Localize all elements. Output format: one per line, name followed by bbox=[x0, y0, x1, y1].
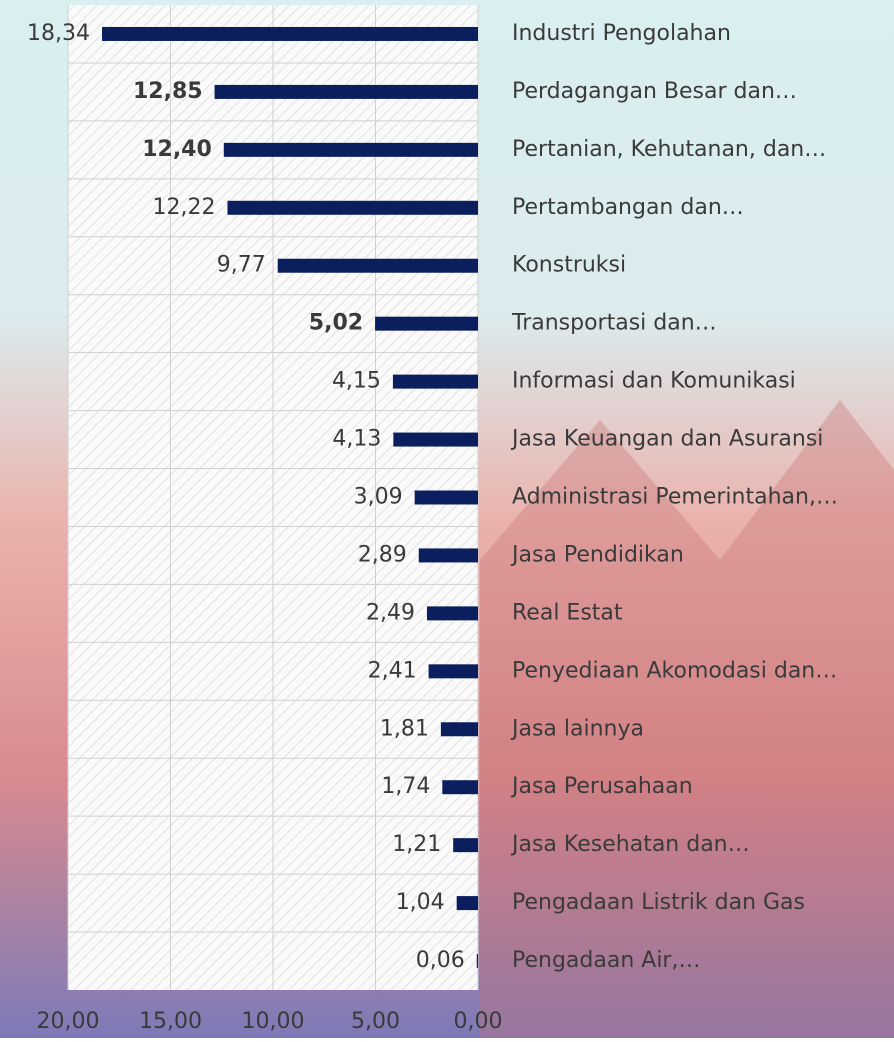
value-label: 4,15 bbox=[332, 369, 381, 394]
value-label: 1,81 bbox=[380, 716, 429, 741]
category-label: Perdagangan Besar dan… bbox=[512, 79, 797, 104]
category-label: Informasi dan Komunikasi bbox=[512, 369, 796, 394]
category-label: Jasa lainnya bbox=[510, 716, 644, 741]
bar bbox=[427, 606, 478, 620]
value-label: 9,77 bbox=[217, 253, 266, 278]
bar bbox=[415, 491, 478, 505]
value-label: 18,34 bbox=[27, 21, 90, 46]
bar bbox=[393, 433, 478, 447]
category-label: Konstruksi bbox=[512, 253, 626, 278]
bar bbox=[227, 201, 478, 215]
bar bbox=[393, 375, 478, 389]
bar bbox=[278, 259, 478, 273]
chart: 20,00 15,00 10,00 5,00 0,00 18,34 Industri Pen… bbox=[0, 0, 894, 1038]
bar bbox=[477, 954, 478, 968]
value-label: 4,13 bbox=[332, 427, 381, 452]
x-tick-label: 15,00 bbox=[139, 1009, 202, 1034]
value-label: 1,04 bbox=[396, 890, 445, 915]
category-label: Pertambangan dan… bbox=[512, 195, 744, 220]
value-label: 3,09 bbox=[354, 485, 403, 510]
category-label: Real Estat bbox=[512, 600, 623, 625]
x-tick-label: 0,00 bbox=[454, 1009, 503, 1034]
bar bbox=[102, 27, 478, 41]
value-label: 12,85 bbox=[133, 79, 203, 104]
category-label: Jasa Keuangan dan Asuransi bbox=[510, 427, 823, 452]
bar bbox=[375, 317, 478, 331]
category-label: Pengadaan Listrik dan Gas bbox=[512, 890, 805, 915]
value-label: 5,02 bbox=[309, 311, 363, 336]
bar bbox=[441, 722, 478, 736]
category-label: Administrasi Pemerintahan,… bbox=[512, 485, 838, 510]
category-label: Penyediaan Akomodasi dan… bbox=[512, 658, 837, 683]
bar bbox=[224, 143, 478, 157]
category-label: Jasa Kesehatan dan… bbox=[510, 832, 750, 857]
value-label: 12,22 bbox=[153, 195, 216, 220]
value-label: 12,40 bbox=[142, 137, 212, 162]
bar bbox=[457, 896, 478, 910]
category-label: Industri Pengolahan bbox=[512, 21, 731, 46]
x-tick-label: 20,00 bbox=[37, 1009, 100, 1034]
category-label: Pertanian, Kehutanan, dan… bbox=[512, 137, 826, 162]
bar bbox=[419, 548, 478, 562]
value-label: 0,06 bbox=[416, 948, 465, 973]
category-label: Transportasi dan… bbox=[511, 311, 717, 336]
bar bbox=[429, 664, 478, 678]
value-label: 2,89 bbox=[358, 542, 407, 567]
category-label: Pengadaan Air,… bbox=[512, 948, 700, 973]
value-label: 1,74 bbox=[381, 774, 430, 799]
x-tick-label: 5,00 bbox=[351, 1009, 400, 1034]
bar bbox=[453, 838, 478, 852]
bar bbox=[215, 85, 478, 99]
bar bbox=[442, 780, 478, 794]
category-label: Jasa Perusahaan bbox=[510, 774, 693, 799]
value-label: 2,49 bbox=[366, 600, 415, 625]
value-label: 1,21 bbox=[392, 832, 441, 857]
category-label: Jasa Pendidikan bbox=[510, 542, 684, 567]
value-label: 2,41 bbox=[368, 658, 417, 683]
x-tick-label: 10,00 bbox=[242, 1009, 305, 1034]
